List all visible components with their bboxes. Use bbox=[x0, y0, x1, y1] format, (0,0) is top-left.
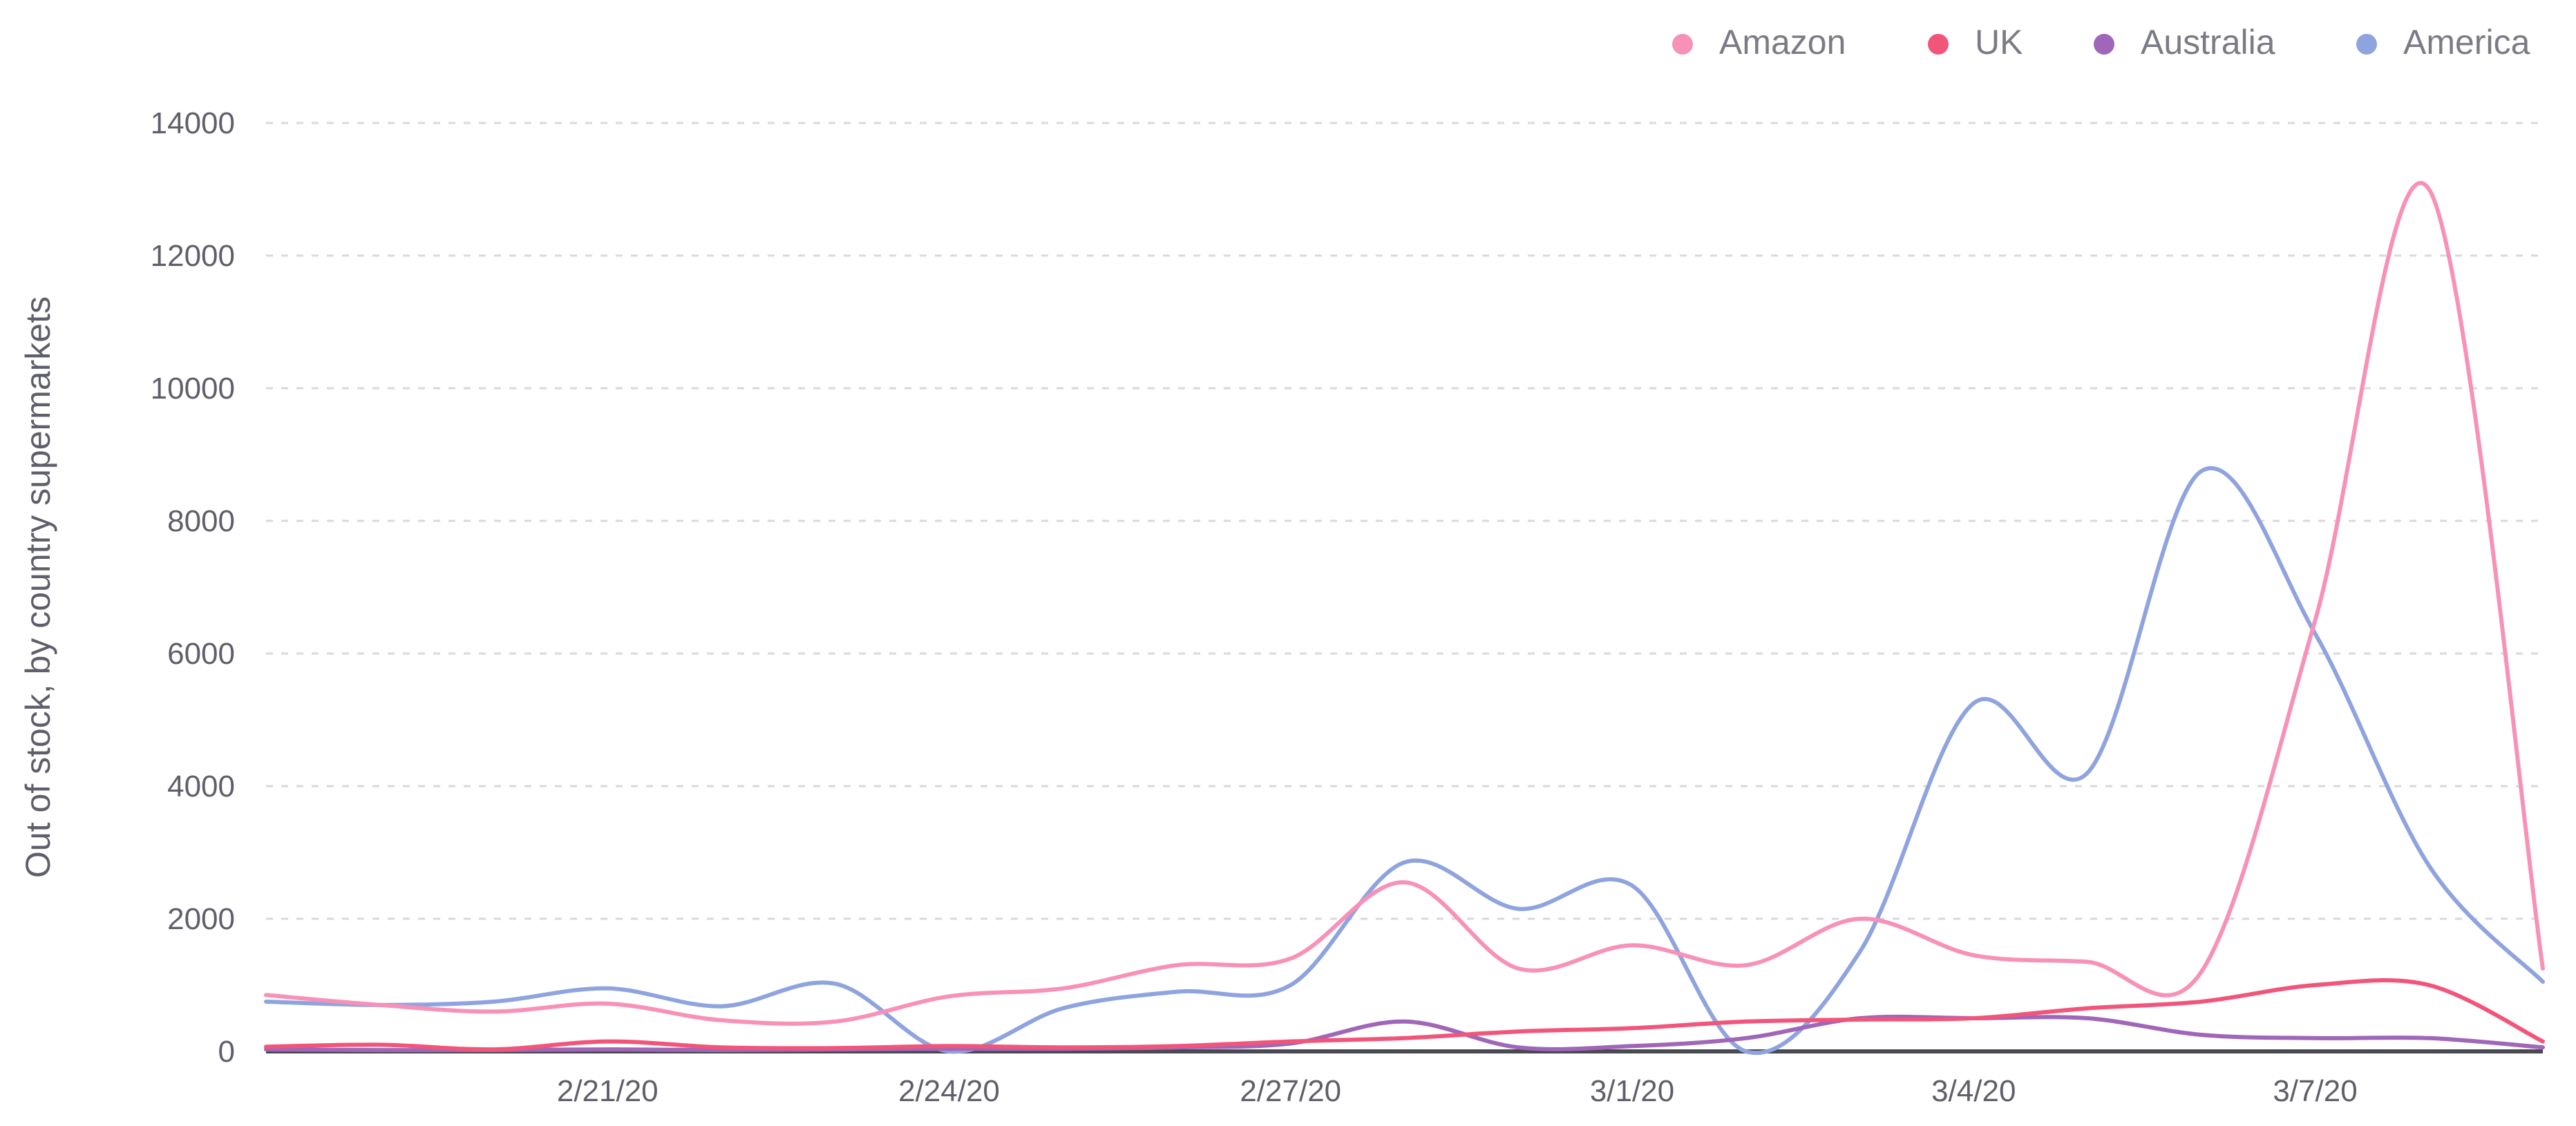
y-tick-label: 0 bbox=[218, 1035, 235, 1069]
legend-label: UK bbox=[1975, 23, 2023, 61]
x-axis-ticks: 2/21/20 2/24/20 2/27/20 3/1/20 3/4/20 3/7/20 bbox=[557, 1074, 2358, 1108]
x-tick-label: 2/27/20 bbox=[1240, 1074, 1341, 1108]
y-tick-label: 12000 bbox=[151, 239, 235, 273]
y-axis-title: Out of stock, by country supermarkets bbox=[19, 296, 57, 878]
legend-item-america[interactable]: America bbox=[2356, 23, 2530, 61]
series-line-australia bbox=[264, 1014, 2545, 1053]
legend-label: Amazon bbox=[1719, 23, 1846, 61]
y-tick-label: 10000 bbox=[151, 372, 235, 405]
y-tick-label: 6000 bbox=[167, 637, 235, 671]
y-tick-label: 8000 bbox=[167, 504, 235, 538]
y-axis-ticks: 0 2000 4000 6000 8000 10000 12000 14000 bbox=[151, 106, 235, 1069]
series-line-america bbox=[264, 466, 2545, 1055]
legend-marker bbox=[2094, 34, 2114, 55]
legend-item-australia[interactable]: Australia bbox=[2094, 23, 2275, 61]
series-lines bbox=[264, 180, 2545, 1055]
legend-label: Australia bbox=[2141, 23, 2275, 61]
x-tick-label: 3/4/20 bbox=[1931, 1074, 2016, 1108]
legend-item-amazon[interactable]: Amazon bbox=[1672, 23, 1846, 61]
legend-marker bbox=[1672, 34, 1693, 55]
series-line-amazon bbox=[264, 180, 2545, 1026]
x-tick-label: 3/7/20 bbox=[2273, 1074, 2357, 1108]
series-line-uk bbox=[264, 977, 2545, 1052]
legend-marker bbox=[1928, 34, 1949, 55]
y-tick-label: 4000 bbox=[167, 770, 235, 803]
legend-item-uk[interactable]: UK bbox=[1928, 23, 2023, 61]
y-tick-label: 2000 bbox=[167, 902, 235, 936]
x-tick-label: 2/24/20 bbox=[898, 1074, 1000, 1108]
x-tick-label: 3/1/20 bbox=[1590, 1074, 1674, 1108]
y-tick-label: 14000 bbox=[151, 106, 235, 140]
gridlines bbox=[266, 122, 2543, 920]
legend-marker bbox=[2356, 34, 2377, 55]
legend: Amazon UK Australia America bbox=[1672, 23, 2530, 61]
x-tick-label: 2/21/20 bbox=[557, 1074, 659, 1108]
legend-label: America bbox=[2403, 23, 2530, 61]
